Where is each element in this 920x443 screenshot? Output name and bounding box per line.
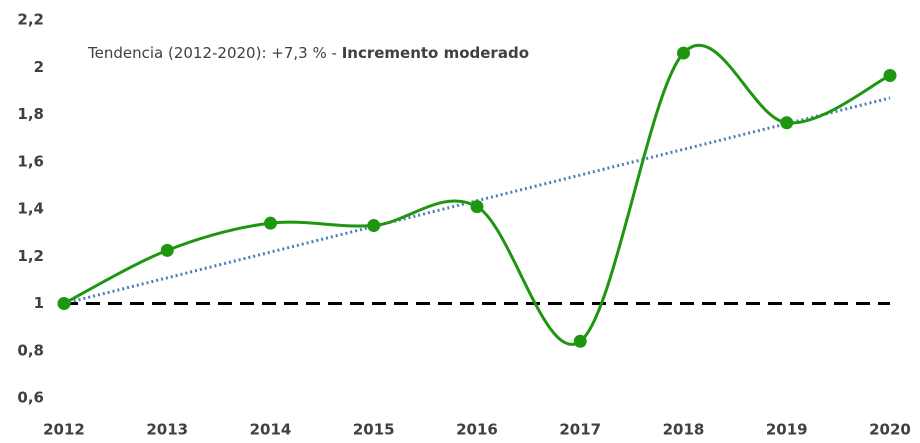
marker (470, 200, 484, 214)
marker (264, 216, 277, 230)
annotation-text: Tendencia (2012-2020): +7,3 % - (87, 44, 337, 62)
annotation: Tendencia (2012-2020): +7,3 % - Incremen… (87, 44, 529, 62)
y-tick-label: 1,2 (17, 247, 44, 265)
x-tick-label: 2015 (353, 421, 395, 439)
y-tick-label: 1,4 (17, 200, 44, 218)
x-tick-label: 2017 (559, 421, 601, 439)
y-tick-label: 1,8 (17, 105, 44, 123)
marker (160, 243, 174, 257)
marker (677, 46, 690, 60)
x-tick-label: 2020 (869, 421, 911, 439)
y-tick-label: 0,8 (17, 341, 44, 359)
y-tick-label: 0,6 (17, 389, 44, 407)
x-tick-label: 2019 (766, 421, 808, 439)
marker (780, 116, 794, 130)
x-tick-label: 2014 (250, 421, 292, 439)
x-tick-label: 2018 (663, 421, 705, 439)
marker (573, 334, 587, 348)
marker (367, 219, 381, 233)
series-line (63, 43, 891, 346)
marker (883, 69, 897, 83)
x-tick-label: 2012 (43, 421, 85, 439)
y-tick-label: 1,6 (17, 152, 44, 170)
x-tick-label: 2013 (146, 421, 188, 439)
y-tick-label: 1 (34, 294, 44, 312)
marker (57, 297, 71, 310)
x-tick-label: 2016 (456, 421, 498, 439)
annotation-emphasis: Incremento moderado (342, 44, 529, 62)
y-tick-label: 2 (34, 58, 44, 76)
y-tick-label: 2,2 (17, 11, 44, 29)
